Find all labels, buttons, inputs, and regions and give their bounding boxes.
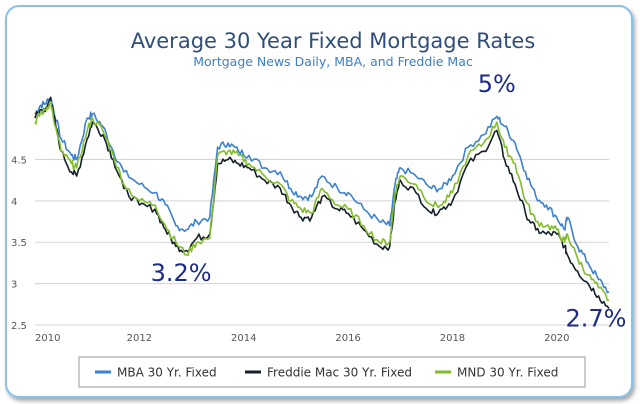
annotation-label: 3.2% bbox=[151, 259, 212, 287]
x-tick-label: 2012 bbox=[127, 333, 152, 344]
x-tick-label: 2014 bbox=[231, 333, 256, 344]
chart-frame: Average 30 Year Fixed Mortgage Rates Mor… bbox=[5, 5, 633, 398]
y-tick-label: 4.5 bbox=[11, 155, 27, 166]
annotations: 3.2% 5% 2.7% bbox=[151, 70, 627, 332]
x-tick-label: 2020 bbox=[544, 333, 569, 344]
axis-tick-labels: 2.5 3 3.5 4 4.5 2010 2012 2014 2016 2018 2020 bbox=[11, 155, 570, 344]
y-tick-label: 3.5 bbox=[11, 238, 27, 249]
series-line-3 bbox=[34, 100, 610, 301]
gridlines bbox=[35, 158, 609, 326]
mortgage-rate-chart: Average 30 Year Fixed Mortgage Rates Mor… bbox=[11, 29, 627, 388]
series-line-2 bbox=[34, 96, 610, 309]
legend-label-3: MND 30 Yr. Fixed bbox=[457, 366, 558, 380]
legend-label-2: Freddie Mac 30 Yr. Fixed bbox=[267, 366, 412, 380]
annotation-label: 2.7% bbox=[565, 304, 626, 332]
legend-label-1: MBA 30 Yr. Fixed bbox=[117, 366, 217, 380]
series-lines bbox=[34, 96, 610, 309]
x-tick-label: 2016 bbox=[335, 333, 360, 344]
x-tick-label: 2018 bbox=[440, 333, 465, 344]
y-tick-label: 3 bbox=[11, 280, 17, 291]
legend-box bbox=[78, 356, 586, 388]
legend: MBA 30 Yr. Fixed Freddie Mac 30 Yr. Fixed… bbox=[78, 356, 586, 388]
x-tick-label: 2010 bbox=[35, 333, 60, 344]
chart-subtitle: Mortgage News Daily, MBA, and Freddie Ma… bbox=[193, 54, 473, 69]
y-tick-label: 4 bbox=[11, 197, 17, 208]
series-line-1 bbox=[34, 96, 610, 294]
y-tick-label: 2.5 bbox=[11, 321, 27, 332]
annotation-label: 5% bbox=[478, 70, 516, 98]
chart-title: Average 30 Year Fixed Mortgage Rates bbox=[131, 29, 536, 53]
